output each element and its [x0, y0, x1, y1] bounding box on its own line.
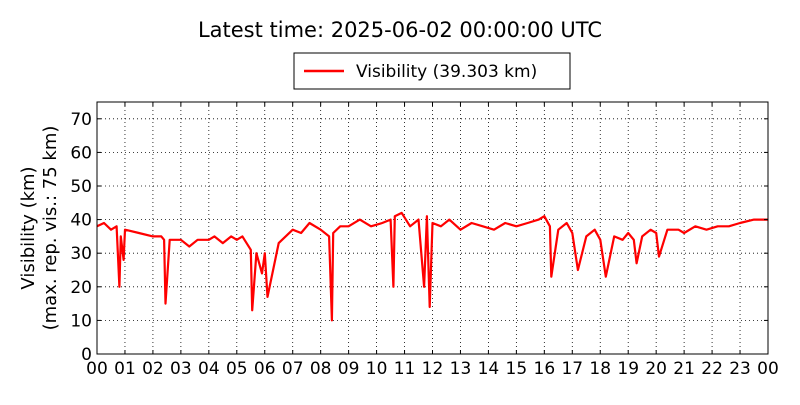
y-tick-label: 30 [70, 244, 92, 264]
x-tick-label: 08 [310, 359, 332, 379]
y-tick-label: 50 [70, 177, 92, 197]
x-tick-label: 22 [701, 359, 723, 379]
x-tick-label: 14 [478, 359, 500, 379]
x-tick-label: 16 [534, 359, 556, 379]
x-tick-label: 07 [282, 359, 304, 379]
y-axis-label: Visibility (km) (max. rep. vis.: 75 km) [18, 126, 61, 331]
y-tick-label: 60 [70, 143, 92, 163]
x-tick-label: 03 [170, 359, 192, 379]
x-tick-label: 05 [226, 359, 248, 379]
axis-ticks: 00 01 02 03 04 05 06 07 08 09 10 11 12 13 14 15 16 17 18 19… [70, 102, 779, 379]
x-tick-label: 13 [450, 359, 472, 379]
x-tick-label: 01 [114, 359, 136, 379]
x-tick-label: 23 [729, 359, 751, 379]
x-tick-label: 00 [757, 359, 779, 379]
x-tick-label: 15 [506, 359, 528, 379]
x-tick-label: 17 [561, 359, 583, 379]
legend: Visibility (39.303 km) [293, 52, 571, 90]
y-tick-label: 20 [70, 278, 92, 298]
x-tick-label: 18 [589, 359, 611, 379]
x-tick-label: 06 [254, 359, 276, 379]
y-tick-label: 70 [70, 110, 92, 130]
x-tick-label: 20 [645, 359, 667, 379]
series-line-visibility [96, 211, 768, 322]
chart-title: Latest time: 2025-06-02 00:00:00 UTC [197, 18, 603, 42]
y-axis-label-line: Visibility (km) [18, 166, 39, 289]
x-tick-label: 11 [394, 359, 416, 379]
x-tick-label: 21 [673, 359, 695, 379]
x-tick-label: 02 [142, 359, 164, 379]
y-tick-label: 40 [70, 211, 92, 231]
y-axis-label-line: (max. rep. vis.: 75 km) [40, 126, 61, 331]
y-tick-label: 10 [70, 311, 92, 331]
y-tick-label: 0 [81, 345, 92, 365]
x-tick-label: 19 [617, 359, 639, 379]
x-tick-label: 04 [198, 359, 220, 379]
x-tick-label: 00 [86, 359, 108, 379]
x-tick-label: 09 [338, 359, 360, 379]
x-tick-label: 10 [366, 359, 388, 379]
x-tick-label: 12 [422, 359, 444, 379]
legend-label: Visibility (39.303 km) [356, 62, 537, 82]
series-group [96, 211, 768, 322]
